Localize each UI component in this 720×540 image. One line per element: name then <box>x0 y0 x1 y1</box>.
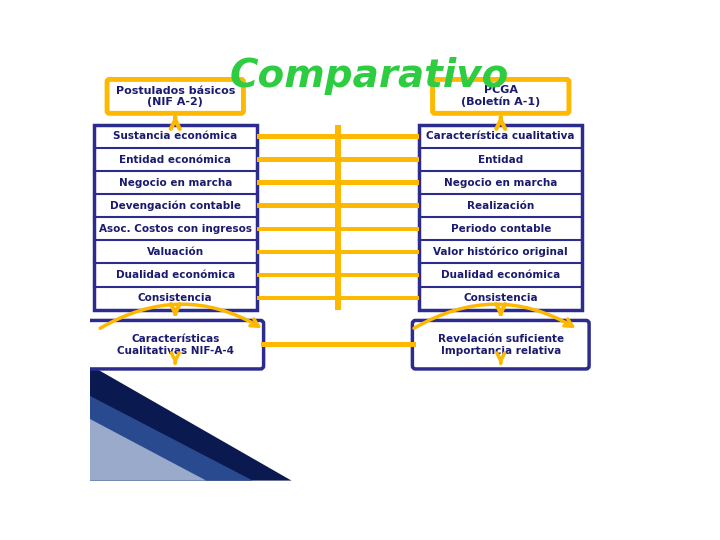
Polygon shape <box>90 365 292 481</box>
Bar <box>256 296 419 300</box>
Text: Valor histórico original: Valor histórico original <box>433 247 568 257</box>
Text: Revelación suficiente: Revelación suficiente <box>438 334 564 343</box>
Bar <box>256 249 419 254</box>
Text: Dualidad económica: Dualidad económica <box>441 270 560 280</box>
Text: Consistencia: Consistencia <box>138 293 212 303</box>
Text: PCGA
(Boletín A-1): PCGA (Boletín A-1) <box>461 85 541 107</box>
Text: Consistencia: Consistencia <box>464 293 538 303</box>
Text: Cualitativas NIF-A-4: Cualitativas NIF-A-4 <box>117 346 234 356</box>
Text: Comparativo: Comparativo <box>229 57 509 96</box>
FancyBboxPatch shape <box>107 79 243 113</box>
Bar <box>256 226 419 231</box>
Text: Asoc. Costos con ingresos: Asoc. Costos con ingresos <box>99 224 252 234</box>
Text: Postulados básicos
(NIF A-2): Postulados básicos (NIF A-2) <box>116 85 235 107</box>
FancyBboxPatch shape <box>413 320 589 369</box>
Text: Entidad económica: Entidad económica <box>120 154 231 165</box>
Text: Devengación contable: Devengación contable <box>109 200 240 211</box>
Text: Negocio en marcha: Negocio en marcha <box>444 178 557 187</box>
Bar <box>256 134 419 139</box>
FancyBboxPatch shape <box>433 79 569 113</box>
Polygon shape <box>90 419 206 481</box>
Text: Negocio en marcha: Negocio en marcha <box>119 178 232 187</box>
Bar <box>335 125 341 309</box>
Bar <box>256 273 419 278</box>
Text: Periodo contable: Periodo contable <box>451 224 551 234</box>
Text: Sustancia económica: Sustancia económica <box>113 131 238 141</box>
Bar <box>256 157 419 162</box>
Text: Características: Características <box>131 334 220 343</box>
Bar <box>256 180 419 185</box>
Bar <box>256 204 419 208</box>
Text: Dualidad económica: Dualidad económica <box>116 270 235 280</box>
Text: Realización: Realización <box>467 201 534 211</box>
Bar <box>94 125 256 309</box>
Text: Característica cualitativa: Característica cualitativa <box>426 131 575 141</box>
Text: Importancia relativa: Importancia relativa <box>441 346 561 356</box>
Polygon shape <box>90 396 253 481</box>
Text: Entidad: Entidad <box>478 154 523 165</box>
Text: Valuación: Valuación <box>147 247 204 257</box>
FancyBboxPatch shape <box>87 320 264 369</box>
Bar <box>261 342 415 347</box>
Bar <box>419 125 582 309</box>
